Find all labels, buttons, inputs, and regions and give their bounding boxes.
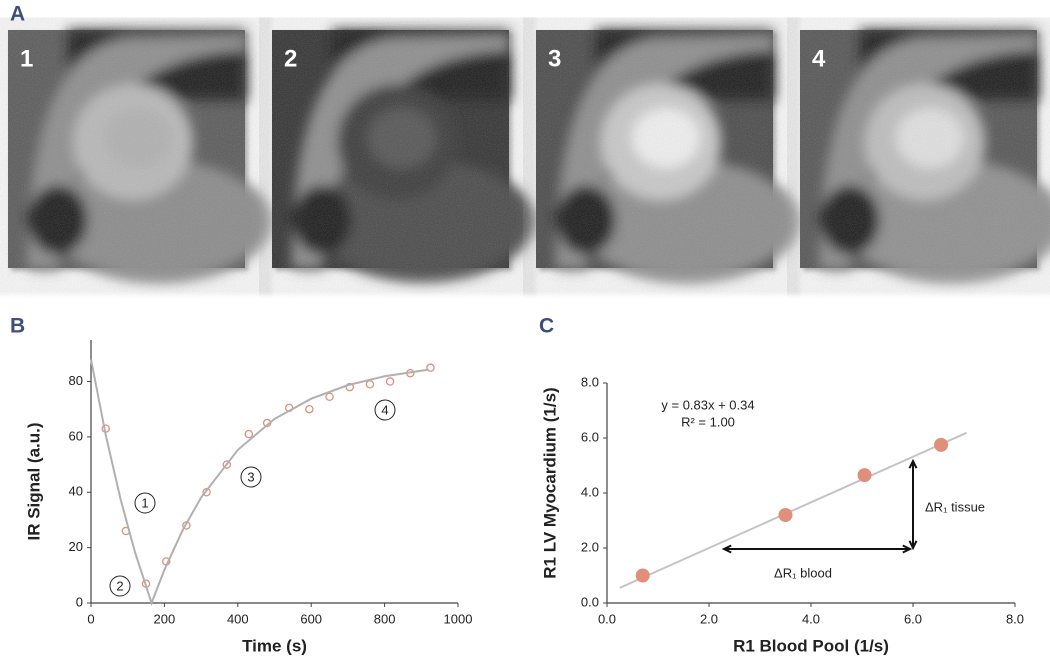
data-point [426,363,435,372]
mri-image: 4 [800,30,1050,280]
x-tick-label: 0 [87,611,94,626]
image-noise [536,30,773,268]
panel-label: A [10,3,25,26]
annotation: 2 [116,578,123,593]
annotation: 4 [381,402,388,417]
x-tick-label: 200 [154,611,176,626]
arrow-head [908,458,918,469]
annotation: 1 [141,495,148,510]
arrow-head [908,540,918,551]
x-tick-label: 600 [300,611,322,626]
arrow-head [902,544,913,554]
panel-label: B [10,315,25,338]
image-row: 1 2 3 4 [8,30,1050,280]
data-point [857,468,872,483]
arrow-head [721,544,732,554]
y-tick-label: 6.0 [581,429,599,444]
x-tick-label: 0.0 [598,611,616,626]
fit-line [90,359,429,606]
y-tick-label: 2.0 [581,539,599,554]
x-tick-label: 800 [374,611,396,626]
panel-label: C [539,315,554,338]
y-axis-label: IR Signal (a.u.) [24,422,43,540]
data-point [365,380,375,389]
image-noise [8,30,245,268]
y-tick-label: 0 [76,594,83,609]
data-point [325,392,334,402]
annotation: ΔR₁ tissue [925,499,985,514]
x-tick-label: 8.0 [1006,611,1024,626]
y-tick-label: 60 [69,428,83,443]
y-tick-label: 40 [69,484,83,499]
mri-image: 3 [536,30,796,280]
image-number: 4 [812,45,826,72]
x-tick-label: 1000 [444,611,473,626]
annotation: 3 [247,469,254,484]
data-point [778,508,793,522]
image-number: 3 [548,45,561,72]
annotation-circle [134,492,156,514]
annotation-circle [374,399,396,421]
y-tick-label: 80 [69,373,83,388]
mri-image: 2 [272,30,532,280]
image-number: 1 [20,45,33,72]
data-point [305,404,314,414]
x-tick-label: 2.0 [700,611,718,626]
x-axis-label: R1 Blood Pool (1/s) [733,636,889,655]
x-tick-label: 6.0 [904,611,922,626]
fit-line [619,431,967,589]
y-tick-label: 4.0 [581,484,599,499]
annotation: R² = 1.00 [681,414,735,429]
x-tick-label: 400 [227,611,249,626]
y-tick-label: 0.0 [581,594,599,609]
data-point [635,568,650,583]
image-number: 2 [284,45,297,72]
image-noise [800,30,1037,268]
mri-image: 1 [8,30,268,280]
y-tick-label: 8.0 [581,374,599,389]
annotation: y = 0.83x + 0.34 [661,397,754,412]
annotation-circle [109,575,131,597]
image-noise [272,30,509,268]
annotation: ΔR₁ blood [774,565,832,580]
x-tick-label: 4.0 [802,611,820,626]
data-point [934,437,949,452]
y-tick-label: 20 [69,539,83,554]
data-point [244,429,254,439]
annotation-circle [240,466,262,488]
data-point [385,377,395,386]
x-axis-label: Time (s) [242,636,307,655]
y-axis-label: R1 LV Myocardium (1/s) [540,387,559,578]
